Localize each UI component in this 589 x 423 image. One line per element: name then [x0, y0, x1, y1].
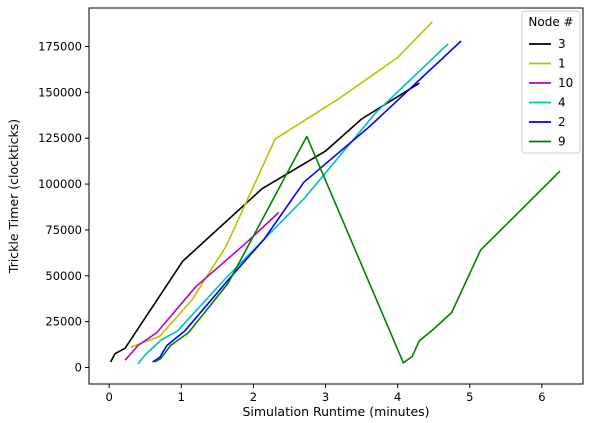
x-tick-label: 5 [466, 390, 473, 404]
y-tick-label: 175000 [38, 40, 82, 54]
legend: Node # 3 1 10 4 2 9 [521, 10, 581, 154]
y-tick-label: 25000 [45, 315, 82, 329]
y-tick-label: 0 [75, 360, 82, 374]
legend-label-node-10: 10 [558, 76, 573, 90]
y-tick-label: 100000 [38, 177, 82, 191]
plot-frame [88, 7, 584, 385]
legend-box [521, 10, 581, 154]
y-tick-label: 125000 [38, 131, 82, 145]
legend-title: Node # [528, 15, 573, 29]
y-axis-label: Trickle Timer (clockticks) [6, 119, 21, 274]
plot-lines [109, 21, 561, 365]
x-tick-label: 6 [538, 390, 545, 404]
x-tick-label: 4 [394, 390, 401, 404]
y-tick-label: 150000 [38, 85, 82, 99]
legend-label-node-1: 1 [558, 57, 566, 71]
series-line-node-9 [154, 135, 561, 364]
legend-label-node-9: 9 [558, 135, 566, 149]
series-line-node-10 [124, 211, 280, 361]
x-tick-label: 0 [106, 390, 113, 404]
y-tick-label: 75000 [45, 223, 82, 237]
legend-label-node-4: 4 [558, 96, 566, 110]
y-tick-label: 50000 [45, 269, 82, 283]
x-tick-label: 3 [322, 390, 329, 404]
legend-label-node-3: 3 [558, 37, 566, 51]
legend-label-node-2: 2 [558, 115, 566, 129]
x-axis-label: Simulation Runtime (minutes) [242, 404, 429, 419]
series-line-node-3 [109, 82, 420, 363]
x-tick-label: 2 [250, 390, 257, 404]
axis-ticks: 0 1 2 3 4 5 6 0 25000 50000 75000 100000 125000 15000… [38, 40, 545, 404]
legend-entries: 3 1 10 4 2 9 [529, 37, 573, 149]
series-line-node-1 [130, 21, 433, 349]
x-tick-label: 1 [178, 390, 185, 404]
